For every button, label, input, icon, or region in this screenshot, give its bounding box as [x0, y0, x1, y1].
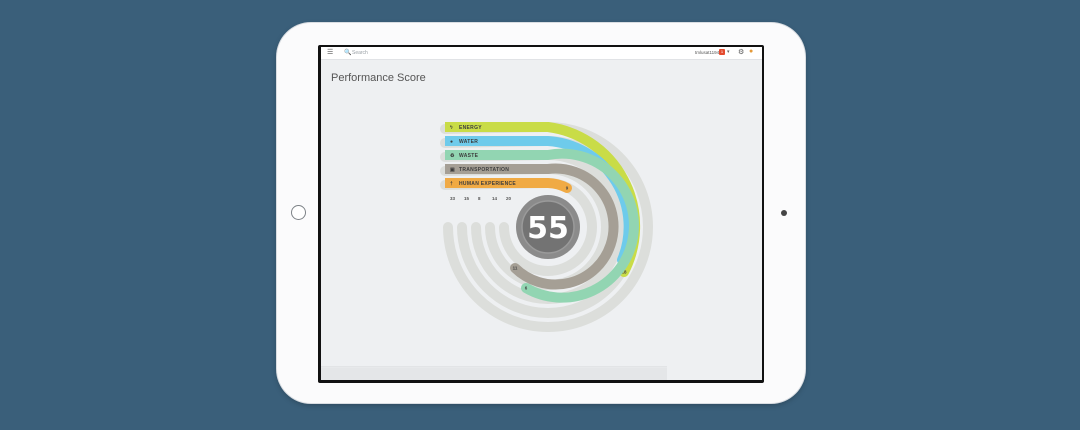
legend-label: ENERGY [459, 125, 482, 131]
score-circle-inner [521, 200, 575, 254]
page-title: Performance Score [331, 72, 426, 84]
user-menu[interactable]: tmlusat1194 [695, 50, 720, 55]
recycle-icon: ♻ [450, 153, 455, 159]
legend-label: WATER [459, 139, 478, 145]
chevron-down-icon[interactable]: ▾ [727, 49, 730, 55]
gear-icon[interactable]: ⚙ [738, 49, 745, 56]
app-screen: ☰ 🔍 tmlusat1194 1 ▾ ⚙ ● Performance Scor… [321, 47, 762, 380]
car-icon: ▣ [450, 167, 455, 173]
person-icon: † [450, 181, 453, 187]
legend-label: TRANSPORTATION [459, 167, 509, 173]
legend-label: HUMAN EXPERIENCE [459, 181, 516, 187]
legend-bar-transportation [445, 164, 548, 174]
search-icon[interactable]: 🔍 [344, 50, 352, 56]
bottom-shadow [321, 366, 667, 369]
ring-arc-waste [521, 148, 639, 303]
arc-value-label: 9 [566, 186, 569, 191]
legend-bar-water [445, 136, 548, 146]
legend-bar-energy [445, 122, 548, 132]
notification-badge[interactable]: 1 [719, 49, 725, 55]
ring-arc-human-experience [543, 178, 572, 193]
arc-value-label: 11 [513, 266, 518, 271]
top-bar: ☰ 🔍 tmlusat1194 1 ▾ ⚙ ● [321, 47, 762, 60]
category-value: 15 [464, 196, 470, 201]
hamburger-menu-icon[interactable]: ☰ [327, 49, 334, 56]
lightning-icon: ϟ [450, 125, 453, 131]
ring-track-energy [440, 121, 653, 332]
legend-bar-human-experience [445, 178, 548, 188]
category-value: 20 [506, 196, 512, 201]
category-value: 33 [450, 196, 456, 201]
legend-label: WASTE [459, 153, 479, 159]
category-value: 8 [478, 196, 481, 201]
arc-value-label: 6 [525, 286, 528, 291]
bottom-strip [321, 368, 667, 380]
home-button [291, 205, 306, 220]
search-input[interactable] [352, 49, 472, 57]
cart-icon[interactable]: ● [749, 48, 754, 55]
arc-value-label: 18 [621, 270, 627, 275]
water-drop-icon: ● [450, 139, 453, 145]
legend-bar-waste [445, 150, 548, 160]
performance-score-chart: 18 8 6 11 9 ϟ ENERGY ● WATER ♻ WASTE ▣ TRANSPORTATI… [440, 121, 653, 332]
ring-track-waste [440, 149, 625, 304]
category-value: 14 [492, 196, 498, 201]
camera-dot [781, 210, 787, 216]
ring-track-human-experience [440, 177, 597, 276]
ring-arc-transportation [510, 163, 619, 290]
score-value: 55 [527, 211, 569, 246]
